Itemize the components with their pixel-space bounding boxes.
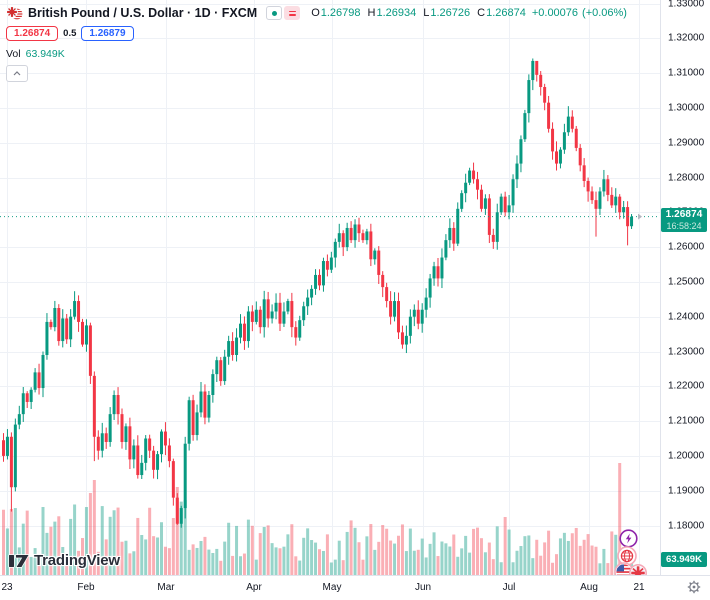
- close-label: C: [477, 7, 486, 19]
- ohlc-readout: O 1.26798 H 1.26934 L 1.26726 C 1.26874 +0.0…: [311, 7, 627, 19]
- price-tick-label: 1.31000: [668, 67, 705, 79]
- last-price-badge: 1.26874 16:58:24: [661, 207, 707, 232]
- price-tick-label: 1.28000: [668, 172, 705, 183]
- price-tick-label: 1.33000: [668, 0, 705, 9]
- legend: British Pound / U.S. Dollar · 1D · FXCM …: [6, 4, 627, 82]
- time-tick-label: Mar: [157, 582, 175, 593]
- time-tick-label: Aug: [580, 582, 598, 593]
- axis-settings-gear-icon[interactable]: [687, 580, 701, 599]
- price-tick-label: 1.29000: [668, 137, 705, 149]
- symbol-title[interactable]: British Pound / U.S. Dollar · 1D · FXCM: [28, 6, 258, 20]
- volume-label: Vol: [6, 48, 21, 60]
- candlestick-plot[interactable]: [0, 0, 660, 575]
- tradingview-logo[interactable]: TradingView: [8, 552, 120, 569]
- price-tick-label: 1.26000: [668, 241, 705, 253]
- time-tick-label: Feb: [77, 582, 95, 593]
- volume-axis-badge: 63.949K: [661, 552, 707, 567]
- flag-events-group[interactable]: [612, 561, 648, 575]
- high-value: 1.26934: [376, 7, 417, 19]
- tradingview-logo-text: TradingView: [34, 552, 120, 569]
- time-tick-label: Jul: [502, 582, 516, 593]
- open-value: 1.26798: [320, 7, 361, 19]
- bar-countdown: 16:58:24: [666, 220, 702, 231]
- time-tick-label: 21: [633, 582, 645, 593]
- price-tick-label: 1.19000: [668, 485, 705, 497]
- high-label: H: [367, 7, 376, 19]
- uk-flag-event-icon: [629, 564, 647, 575]
- price-tick-label: 1.25000: [668, 276, 705, 288]
- price-tick-label: 1.30000: [668, 102, 705, 114]
- low-value: 1.26726: [430, 7, 471, 19]
- trade-toggle-group: [266, 6, 301, 20]
- change-percent: (+0.06%): [582, 7, 627, 19]
- time-tick-label: Jun: [414, 582, 432, 593]
- time-tick-label: Apr: [246, 582, 262, 593]
- price-tick-label: 1.22000: [668, 380, 705, 392]
- chevron-up-icon: [13, 71, 21, 76]
- sell-lines-icon: [288, 10, 296, 12]
- sell-price-button[interactable]: 1.26874: [6, 26, 59, 41]
- currency-pair-icon: [6, 6, 23, 20]
- time-axis[interactable]: 23 Feb Mar Apr May Jun Jul Aug 21: [0, 575, 710, 600]
- price-tick-label: 1.23000: [668, 346, 705, 357]
- buy-toggle-button[interactable]: [266, 6, 283, 20]
- sell-toggle-button[interactable]: [284, 6, 301, 20]
- low-label: L: [423, 7, 430, 19]
- buy-price-button[interactable]: 1.26879: [81, 26, 134, 41]
- change-value: +0.00076: [531, 7, 579, 19]
- open-label: O: [311, 7, 320, 19]
- spread-value: 0.5: [63, 28, 77, 39]
- price-tick-label: 1.24000: [668, 311, 705, 323]
- time-tick-label: May: [322, 582, 342, 593]
- price-axis[interactable]: 1.33000 1.32000 1.31000 1.30000 1.29000 1.280…: [660, 0, 710, 575]
- price-tick-label: 1.18000: [668, 520, 705, 531]
- volume-value: 63.949K: [25, 48, 65, 60]
- price-tick-label: 1.32000: [668, 32, 705, 44]
- buy-dot-icon: [271, 10, 277, 16]
- price-tick-label: 1.20000: [668, 450, 705, 462]
- last-price-value: 1.26874: [665, 208, 703, 220]
- tradingview-logo-icon: [8, 553, 30, 568]
- chart-plot-area[interactable]: TradingView: [0, 0, 660, 575]
- time-tick-label: 23: [1, 582, 13, 593]
- price-tick-label: 1.21000: [668, 415, 705, 427]
- collapse-legend-button[interactable]: [6, 65, 28, 82]
- close-value: 1.26874: [486, 7, 526, 19]
